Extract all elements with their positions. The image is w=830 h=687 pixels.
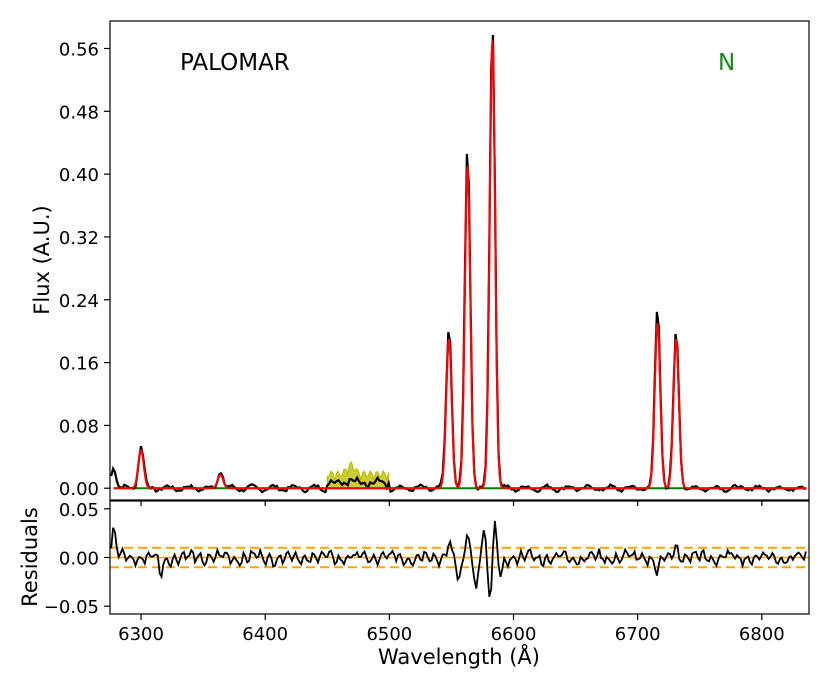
top-y-tick-label: 0.32 <box>59 228 99 249</box>
top-y-tick-label: 0.40 <box>59 165 99 186</box>
top-y-tick-label: 0.56 <box>59 39 99 60</box>
top-y-tick-label: 0.08 <box>59 416 99 437</box>
bottom-x-tick-label: 6600 <box>491 624 537 645</box>
bottom-x-ticks: 6300 6400 6500 6600 6700 6800 <box>118 614 785 645</box>
top-panel: 0.00 0.08 0.16 0.24 0.32 0.40 0.48 0.56 PALOMAR… <box>30 20 810 506</box>
top-y-tick-label: 0.00 <box>59 479 99 500</box>
bottom-x-tick-label: 6400 <box>242 624 288 645</box>
bottom-y-tick-label: 0.00 <box>59 549 99 570</box>
bottom-y-tick-label: 0.05 <box>59 500 99 521</box>
top-y-axis-label: Flux (A.U.) <box>30 205 54 314</box>
bottom-x-tick-label: 6700 <box>615 624 661 645</box>
bottom-y-tick-label: −0.05 <box>44 597 99 618</box>
residuals-line <box>110 520 807 598</box>
top-y-ticks: 0.00 0.08 0.16 0.24 0.32 0.40 0.48 0.56 <box>59 39 110 500</box>
bottom-y-ticks: −0.05 0.00 0.05 <box>44 500 110 618</box>
top-y-tick-label: 0.48 <box>59 102 99 123</box>
x-axis-label: Wavelength (Å) <box>378 643 540 669</box>
top-y-tick-label: 0.24 <box>59 291 99 312</box>
bottom-x-tick-label: 6500 <box>366 624 412 645</box>
top-axes-frame <box>109 20 810 501</box>
model-fit-line <box>113 40 807 490</box>
observed-spectrum-line <box>110 35 807 494</box>
top-y-tick-label: 0.16 <box>59 354 99 375</box>
shaded-fill-region <box>326 461 390 489</box>
annotation-palomar: PALOMAR <box>180 50 290 76</box>
bottom-y-axis-label: Residuals <box>18 507 42 607</box>
bottom-x-tick-label: 6300 <box>118 624 164 645</box>
bottom-x-tick-label: 6800 <box>739 624 785 645</box>
annotation-n: N <box>718 50 735 76</box>
bottom-panel: −0.05 0.00 0.05 6300 6400 6500 6600 6700 6800 R… <box>18 500 810 669</box>
